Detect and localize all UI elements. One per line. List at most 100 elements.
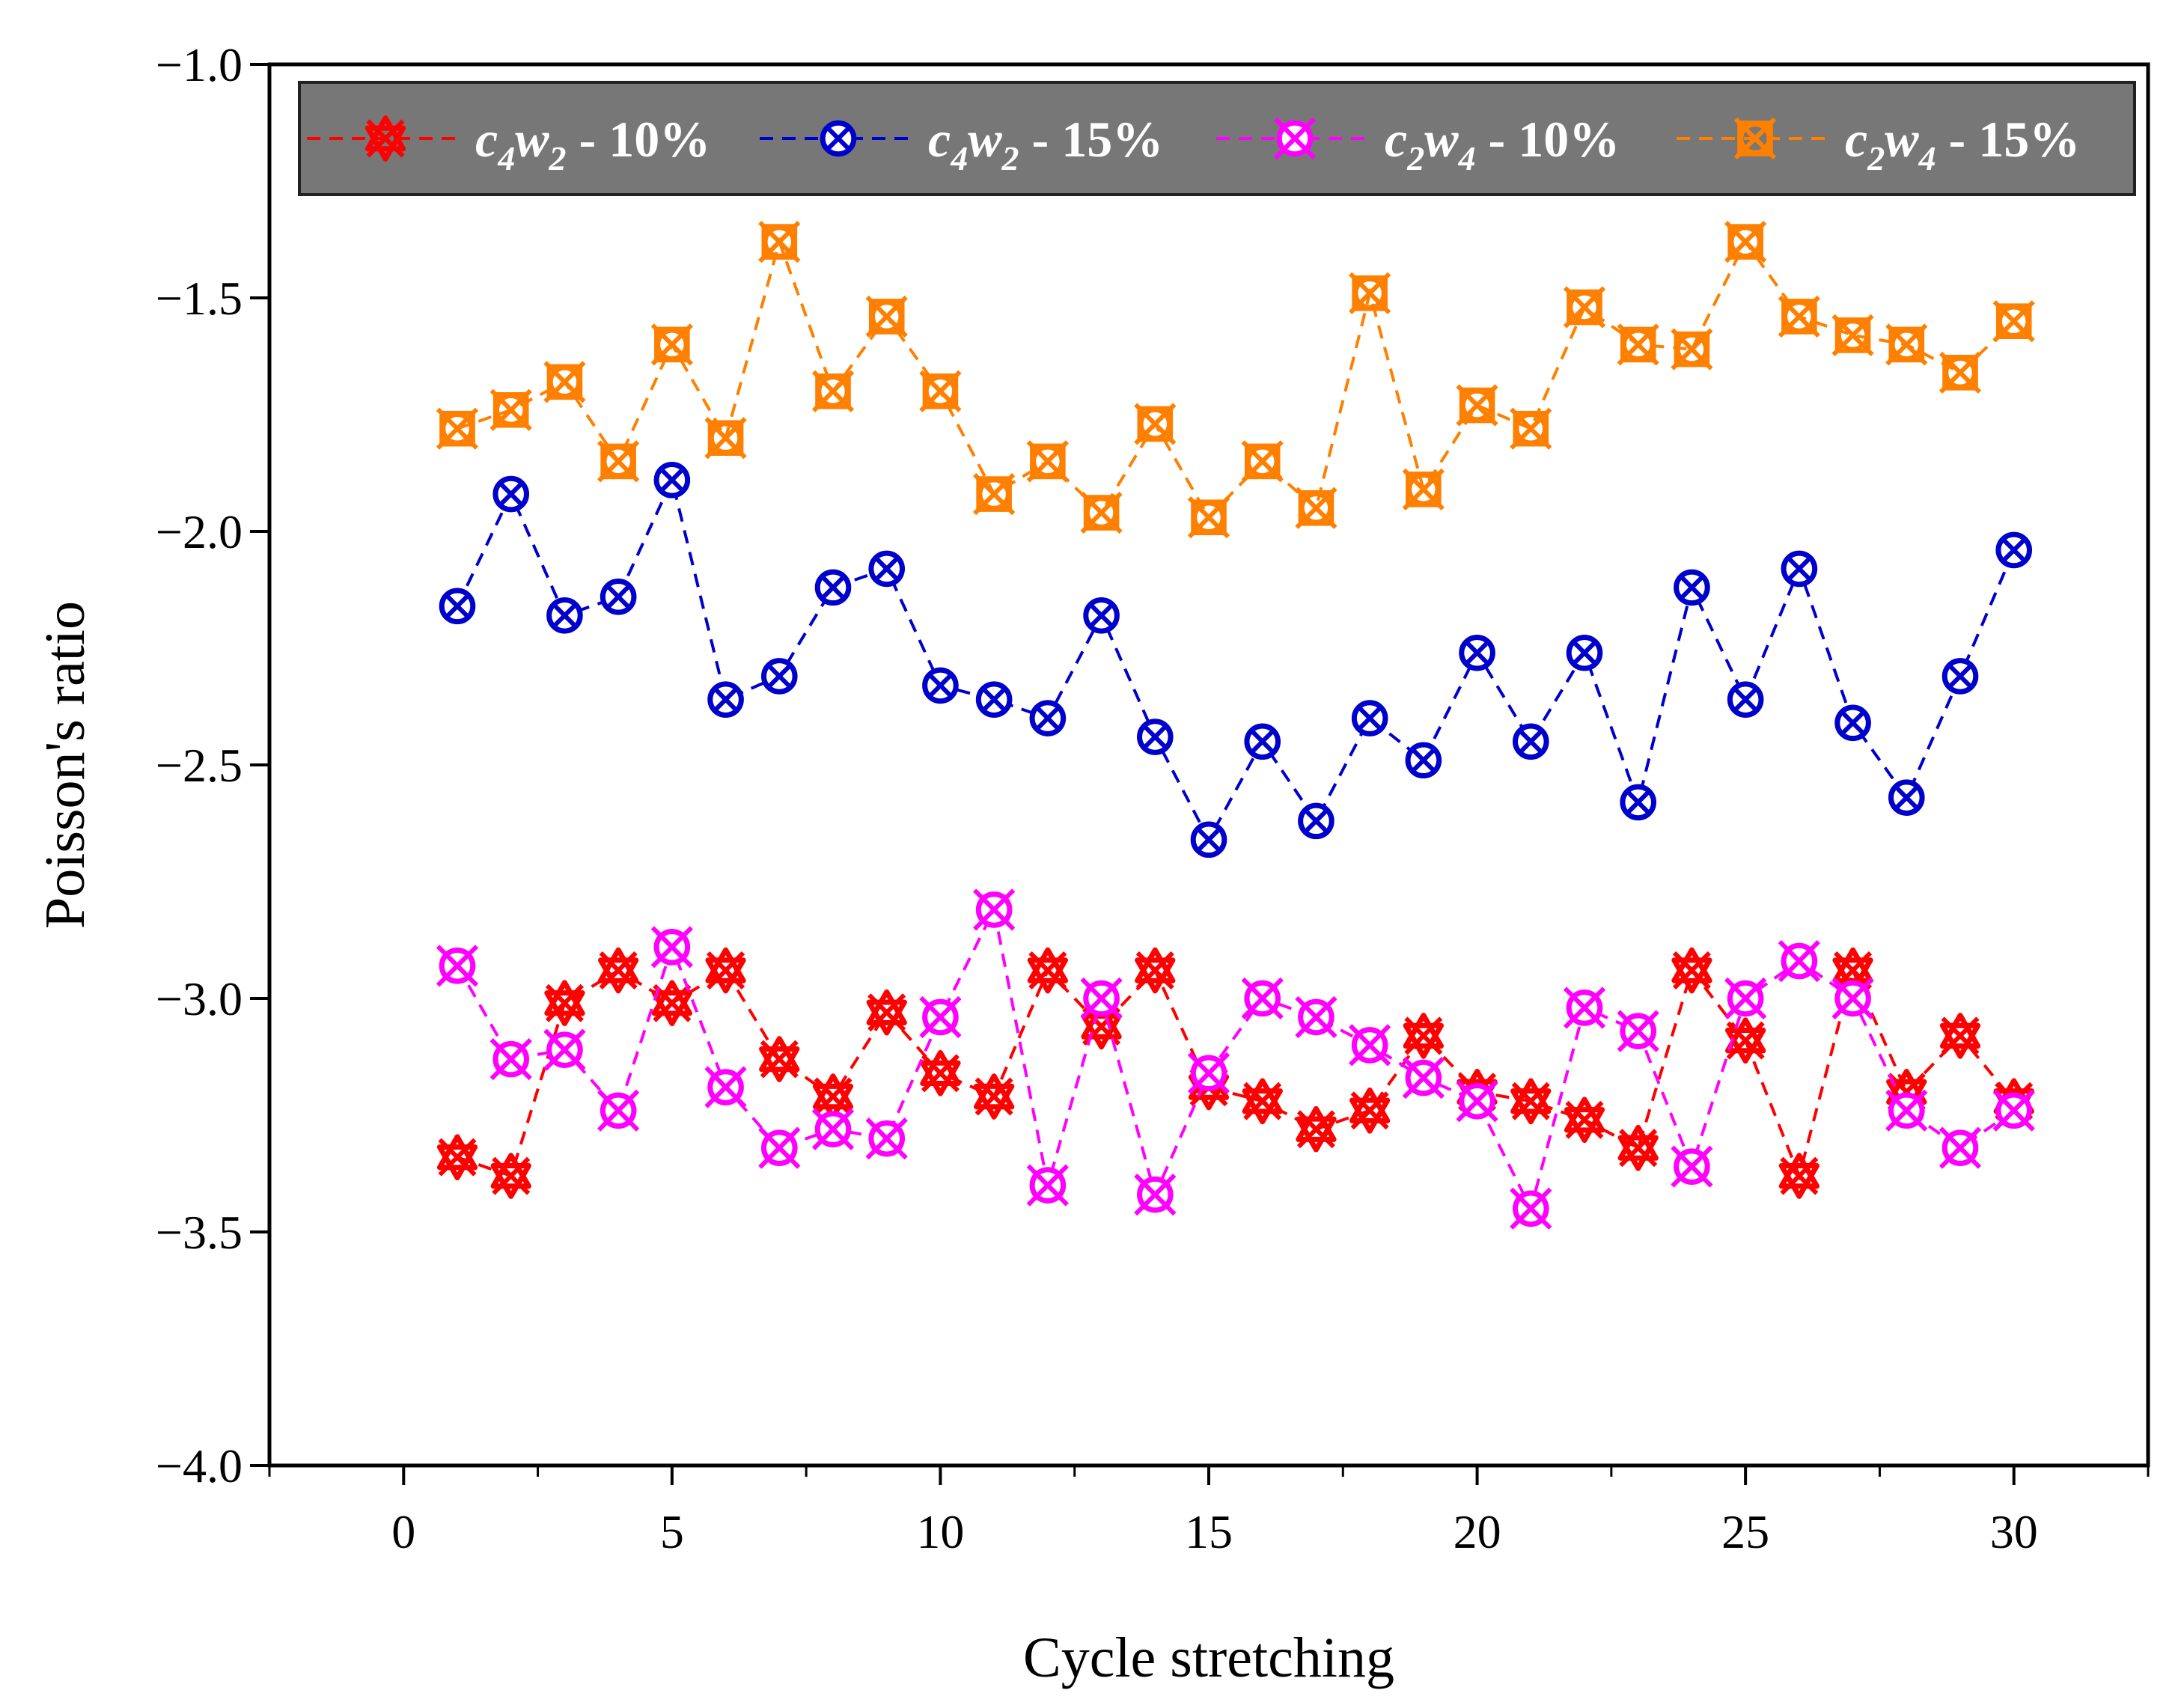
- data-point: [544, 980, 585, 1026]
- legend-label-part: w: [1885, 111, 1919, 168]
- legend-label-part: w: [515, 111, 549, 168]
- data-point: [543, 361, 586, 403]
- data-point: [707, 681, 744, 718]
- data-point: [1349, 1024, 1391, 1067]
- data-point: [1135, 947, 1176, 994]
- x-tick-label: 10: [916, 1505, 964, 1558]
- legend-entry-4: c2w4 - 15%: [1677, 111, 2080, 177]
- data-point: [1295, 995, 1337, 1039]
- data-point: [760, 658, 798, 695]
- data-point: [812, 1073, 854, 1120]
- legend-label-part: w: [1424, 111, 1459, 168]
- data-point: [1727, 681, 1764, 718]
- data-point: [439, 588, 476, 625]
- data-point: [1080, 491, 1123, 534]
- y-tick-label: −3.0: [156, 972, 243, 1025]
- data-point: [1402, 1056, 1445, 1099]
- legend-marker: [1273, 117, 1317, 160]
- data-point: [1241, 977, 1284, 1020]
- series-line: [456, 905, 2015, 1213]
- data-point: [598, 947, 639, 994]
- y-tick-label: −4.0: [156, 1439, 243, 1492]
- legend-marker: [1733, 117, 1777, 160]
- legend-label-part: 4: [1918, 139, 1936, 177]
- legend-label-part: 4: [950, 139, 968, 177]
- legend-label-part: c: [1385, 111, 1407, 168]
- series-2: [439, 462, 2033, 858]
- data-point: [1026, 440, 1069, 483]
- data-point: [1405, 742, 1442, 779]
- legend: c4w2 - 10% c4w2 - 15% c2w4 - 10% c2w4 - 15%: [298, 81, 2136, 196]
- data-point: [866, 989, 907, 1036]
- series-layer: [436, 220, 2035, 1230]
- data-point: [1080, 977, 1123, 1020]
- data-point: [1671, 328, 1713, 370]
- data-point: [1456, 384, 1498, 427]
- data-point: [1566, 634, 1603, 671]
- data-point: [1510, 1187, 1552, 1230]
- data-point: [975, 681, 1013, 718]
- y-tick-label: −2.0: [156, 505, 243, 558]
- data-point: [650, 323, 693, 366]
- data-point: [758, 1126, 801, 1169]
- data-point: [1939, 1126, 1982, 1169]
- data-point: [653, 462, 691, 498]
- data-point: [705, 947, 746, 994]
- data-point: [597, 1089, 640, 1132]
- data-point: [1831, 977, 1874, 1020]
- legend-label: c4w2 - 10%: [475, 111, 710, 177]
- legend-entry-3: c2w4 - 10%: [1216, 111, 1620, 177]
- legend-label-part: 4: [497, 139, 515, 177]
- legend-label-part: - 10%: [567, 111, 711, 168]
- series-line: [457, 966, 2016, 1181]
- x-axis-title: Cycle stretching: [1023, 1626, 1394, 1689]
- data-point: [1939, 1013, 1981, 1059]
- series-line: [457, 237, 2016, 520]
- data-point: [1995, 531, 2033, 569]
- legend-label-part: - 15%: [1019, 111, 1164, 168]
- legend-label-part: 2: [1867, 139, 1885, 177]
- legend-label-part: 4: [1458, 139, 1476, 177]
- data-point: [1563, 986, 1606, 1029]
- data-point: [492, 475, 530, 513]
- data-point: [489, 388, 532, 431]
- data-point: [1136, 719, 1174, 755]
- data-point: [1190, 821, 1227, 858]
- data-point: [1888, 779, 1925, 816]
- legend-label: c4w2 - 15%: [928, 111, 1163, 177]
- legend-label-part: c: [928, 111, 951, 168]
- data-point: [1563, 286, 1606, 329]
- data-point: [1083, 597, 1120, 634]
- x-tick-label: 25: [1721, 1505, 1769, 1558]
- data-point: [1510, 1078, 1552, 1125]
- data-point: [811, 370, 855, 412]
- data-point: [1403, 1013, 1444, 1059]
- data-point: [1510, 407, 1552, 450]
- legend-label: c2w4 - 15%: [1845, 111, 2080, 177]
- data-point: [704, 417, 747, 460]
- data-point: [1725, 1017, 1766, 1064]
- data-point: [1992, 300, 2035, 343]
- legend-label-part: 2: [1001, 139, 1019, 177]
- legend-label-part: - 15%: [1936, 111, 2081, 168]
- data-point: [920, 1050, 961, 1096]
- legend-label-part: c: [475, 111, 498, 168]
- data-point: [597, 440, 640, 483]
- data-point: [1617, 1010, 1659, 1052]
- data-point: [1724, 220, 1767, 263]
- data-point: [546, 597, 583, 634]
- data-point: [1671, 947, 1712, 994]
- data-point: [865, 295, 908, 338]
- data-point: [650, 926, 693, 969]
- data-point: [436, 1134, 478, 1180]
- x-tick-label: 15: [1185, 1505, 1233, 1558]
- data-point: [1617, 1124, 1659, 1171]
- data-point: [758, 220, 801, 263]
- series-4: [436, 220, 2035, 539]
- data-point: [973, 888, 1016, 931]
- data-point: [1187, 1052, 1230, 1094]
- data-point: [1831, 314, 1874, 357]
- series-line: [456, 475, 2016, 844]
- x-tick-label: 5: [660, 1505, 684, 1558]
